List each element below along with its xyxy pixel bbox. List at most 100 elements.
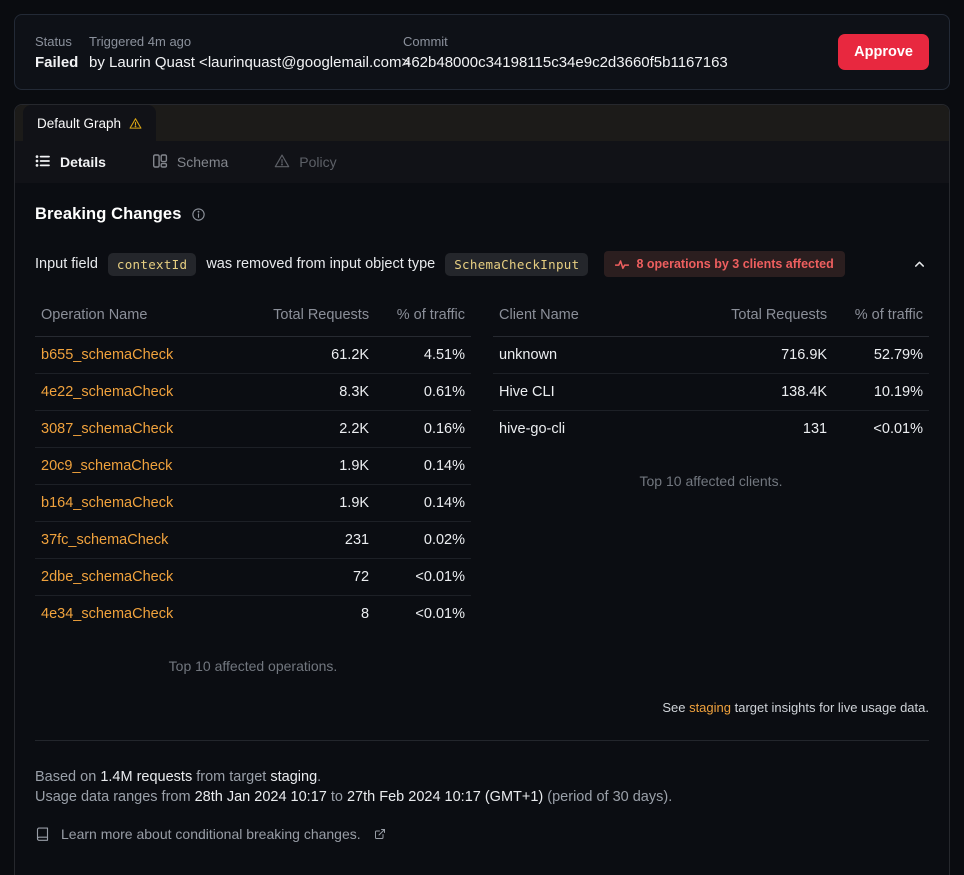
traffic-percent-cell: 0.16% bbox=[375, 410, 471, 448]
tab-policy[interactable]: Policy bbox=[274, 153, 337, 172]
client-name-cell: Hive CLI bbox=[493, 373, 711, 411]
operation-name-cell: 4e22_schemaCheck bbox=[35, 373, 253, 411]
warning-triangle-icon bbox=[129, 117, 142, 130]
operations-header-row: Operation Name Total Requests % of traff… bbox=[35, 299, 471, 337]
book-icon bbox=[35, 826, 50, 842]
tab-policy-label: Policy bbox=[299, 154, 337, 170]
change-text-prefix: Input field bbox=[35, 256, 98, 272]
traffic-percent-cell: <0.01% bbox=[873, 421, 923, 438]
operation-link[interactable]: 3087_schemaCheck bbox=[41, 421, 174, 437]
operations-column: Operation Name Total Requests % of traff… bbox=[35, 299, 471, 674]
operation-link[interactable]: 20c9_schemaCheck bbox=[41, 458, 173, 474]
total-requests-cell: 716.9K bbox=[711, 336, 834, 374]
operations-caption: Top 10 affected operations. bbox=[168, 657, 338, 674]
insights-note-prefix: See bbox=[662, 699, 690, 715]
breaking-change-row[interactable]: Input field contextId was removed from i… bbox=[35, 251, 929, 277]
total-requests-cell: 1.9K bbox=[253, 484, 376, 522]
status-group: Status Failed bbox=[35, 34, 89, 71]
status-label: Status bbox=[35, 33, 72, 49]
triggered-group: Triggered 4m ago by Laurin Quast <laurin… bbox=[89, 34, 411, 71]
graph-tab-strip: Default Graph bbox=[15, 105, 949, 141]
total-requests-cell: 61.2K bbox=[253, 336, 376, 374]
total-requests-cell: 1.9K bbox=[253, 447, 376, 485]
usage-text: . bbox=[317, 768, 322, 785]
client-name-cell: hive-go-cli bbox=[499, 421, 566, 438]
request-count: 1.4M requests bbox=[100, 768, 193, 785]
col-total-requests: Total Requests bbox=[253, 299, 376, 337]
table-row: 4e34_schemaCheck 8 <0.01% bbox=[35, 596, 471, 633]
operation-link[interactable]: b655_schemaCheck bbox=[41, 347, 174, 363]
commit-label: Commit bbox=[403, 33, 448, 49]
usage-summary-line2: Usage data ranges from 28th Jan 2024 10:… bbox=[35, 787, 929, 807]
table-row: 37fc_schemaCheck 231 0.02% bbox=[35, 521, 471, 559]
operation-name-cell: 3087_schemaCheck bbox=[35, 410, 253, 448]
field-code-badge: contextId bbox=[107, 252, 197, 276]
traffic-percent-cell: <0.01% bbox=[375, 558, 471, 596]
total-requests-cell: 8 bbox=[361, 606, 370, 623]
traffic-percent-cell: 0.02% bbox=[375, 521, 471, 559]
table-row: b655_schemaCheck 61.2K 4.51% bbox=[35, 336, 471, 374]
table-row: 20c9_schemaCheck 1.9K 0.14% bbox=[35, 447, 471, 485]
details-content: Breaking Changes Input field contextId w… bbox=[15, 205, 949, 842]
operation-name-cell: b164_schemaCheck bbox=[35, 484, 253, 522]
usage-summary: Based on 1.4M requests from target stagi… bbox=[35, 767, 929, 807]
operation-name-cell: 20c9_schemaCheck bbox=[35, 447, 253, 485]
operation-link[interactable]: 4e34_schemaCheck bbox=[41, 606, 174, 623]
operation-name-cell: 2dbe_schemaCheck bbox=[35, 558, 253, 596]
insights-note: See staging target insights for live usa… bbox=[35, 700, 929, 715]
change-text-middle: was removed from input object type bbox=[206, 256, 436, 272]
operation-link[interactable]: 4e22_schemaCheck bbox=[41, 384, 174, 400]
triggered-author: by Laurin Quast <laurinquast@googlemail.… bbox=[89, 53, 411, 71]
policy-warning-icon bbox=[274, 153, 290, 172]
traffic-percent-cell: <0.01% bbox=[415, 606, 465, 623]
approve-button[interactable]: Approve bbox=[838, 34, 929, 70]
usage-text: Usage data ranges from bbox=[35, 788, 195, 805]
table-row: 3087_schemaCheck 2.2K 0.16% bbox=[35, 410, 471, 448]
table-row: 4e22_schemaCheck 8.3K 0.61% bbox=[35, 373, 471, 411]
operation-link[interactable]: b164_schemaCheck bbox=[41, 495, 174, 511]
clients-header-row: Client Name Total Requests % of traffic bbox=[493, 299, 929, 337]
schema-columns-icon bbox=[152, 153, 168, 172]
col-client-name: Client Name bbox=[493, 299, 711, 337]
traffic-percent-cell: 4.51% bbox=[375, 336, 471, 374]
traffic-percent-cell: 52.79% bbox=[833, 336, 929, 374]
info-icon[interactable] bbox=[191, 207, 206, 222]
total-requests-cell: 131 bbox=[802, 421, 828, 438]
tab-schema-label: Schema bbox=[176, 154, 229, 170]
external-link-icon bbox=[374, 828, 386, 840]
learn-more-link[interactable]: Learn more about conditional breaking ch… bbox=[35, 826, 929, 842]
table-row: b164_schemaCheck 1.9K 0.14% bbox=[35, 484, 471, 522]
collapse-chevron-up-icon[interactable] bbox=[910, 255, 929, 274]
total-requests-cell: 231 bbox=[253, 521, 376, 559]
operation-link[interactable]: 37fc_schemaCheck bbox=[41, 532, 169, 548]
tab-details-label: Details bbox=[60, 154, 106, 170]
tab-schema[interactable]: Schema bbox=[152, 153, 228, 172]
col-total-requests: Total Requests bbox=[711, 299, 834, 337]
check-nav: Details Schema Policy bbox=[15, 141, 949, 183]
operation-name-cell: b655_schemaCheck bbox=[35, 336, 253, 374]
total-requests-cell: 8.3K bbox=[253, 373, 376, 411]
graph-panel: Default Graph Details Schema Policy bbox=[14, 104, 950, 875]
tab-details[interactable]: Details bbox=[35, 153, 106, 172]
clients-table: Client Name Total Requests % of traffic … bbox=[493, 299, 929, 448]
staging-target-link[interactable]: staging bbox=[689, 699, 731, 715]
operation-link[interactable]: 2dbe_schemaCheck bbox=[41, 569, 174, 585]
impact-badge: 8 operations by 3 clients affected bbox=[604, 251, 845, 277]
traffic-percent-cell: 10.19% bbox=[833, 373, 929, 411]
tab-default-graph[interactable]: Default Graph bbox=[23, 105, 157, 141]
range-start-date: 28th Jan 2024 10:17 bbox=[194, 788, 327, 805]
footer-divider bbox=[35, 739, 929, 741]
traffic-percent-cell: 0.61% bbox=[375, 373, 471, 411]
graph-tab-label: Default Graph bbox=[37, 115, 122, 131]
affected-tables: Operation Name Total Requests % of traff… bbox=[35, 299, 929, 674]
col-operation-name: Operation Name bbox=[35, 299, 253, 337]
usage-text: (period of 30 days). bbox=[543, 788, 673, 805]
clients-caption: Top 10 affected clients. bbox=[639, 472, 783, 489]
insights-note-suffix: target insights for live usage data. bbox=[730, 699, 929, 715]
usage-summary-line1: Based on 1.4M requests from target stagi… bbox=[35, 767, 929, 787]
col-traffic: % of traffic bbox=[375, 299, 471, 337]
usage-text: from target bbox=[192, 768, 271, 785]
type-code-badge: SchemaCheckInput bbox=[445, 252, 589, 276]
check-summary-card: Status Failed Triggered 4m ago by Laurin… bbox=[14, 14, 950, 90]
target-name: staging bbox=[270, 768, 318, 785]
